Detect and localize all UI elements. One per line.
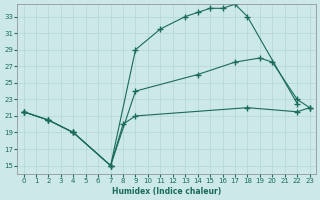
X-axis label: Humidex (Indice chaleur): Humidex (Indice chaleur) [112,187,221,196]
